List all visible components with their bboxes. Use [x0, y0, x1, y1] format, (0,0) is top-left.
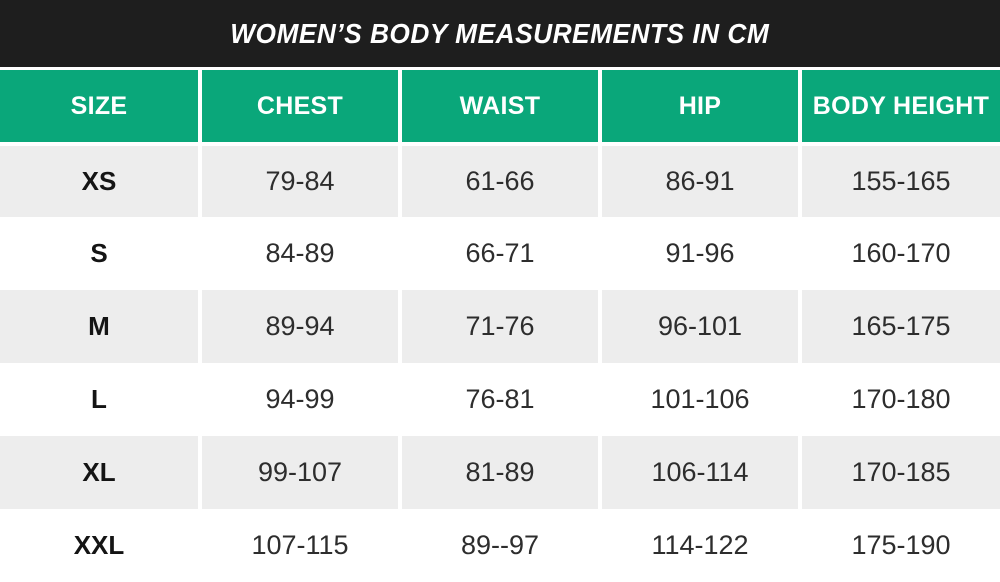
value-cell: 170-180	[851, 384, 951, 414]
value-cell: 94-99	[200, 363, 402, 436]
value-cell: 165-175	[851, 311, 951, 341]
column-header-body-height: BODY HEIGHT	[800, 70, 1000, 146]
table-row: S 84-89 66-71 91-96 160-170	[0, 217, 1000, 290]
column-header-chest: CHEST	[200, 70, 402, 146]
size-cell: XL	[0, 436, 202, 509]
value-cell: 107-115	[200, 509, 402, 582]
table-row: XXL 107-115 89--97 114-122 175-190	[0, 509, 1000, 582]
measurements-table: SIZE CHEST WAIST HIP BODY HEIGHT XS 79-84…	[0, 70, 1000, 582]
header-row: SIZE CHEST WAIST HIP BODY HEIGHT	[0, 70, 1000, 146]
value-cell: 101-106	[600, 363, 802, 436]
table-header: SIZE CHEST WAIST HIP BODY HEIGHT	[0, 70, 1000, 146]
size-cell: XXL	[0, 509, 202, 582]
value-cell: 175-190	[851, 530, 951, 560]
value-cell: 86-91	[600, 144, 802, 217]
table-row: XL 99-107 81-89 106-114 170-185	[0, 436, 1000, 509]
column-header-hip: HIP	[600, 70, 802, 146]
size-cell: L	[0, 363, 202, 436]
value-cell: 71-76	[400, 290, 602, 363]
value-cell: 91-96	[600, 217, 802, 290]
value-cell: 155-165	[851, 166, 951, 196]
table-row: L 94-99 76-81 101-106 170-180	[0, 363, 1000, 436]
table-row: XS 79-84 61-66 86-91 155-165	[0, 144, 1000, 217]
column-header-size: SIZE	[0, 70, 202, 146]
size-cell: S	[0, 217, 202, 290]
size-cell: M	[0, 290, 202, 363]
chart-title: WOMEN’S BODY MEASUREMENTS IN CM	[230, 17, 770, 49]
table-row: M 89-94 71-76 96-101 165-175	[0, 290, 1000, 363]
value-cell: 66-71	[400, 217, 602, 290]
table-body: XS 79-84 61-66 86-91 155-165 S 84-89 66-71 91-96…	[0, 144, 1000, 582]
value-cell: 170-185	[851, 457, 951, 487]
value-cell: 89--97	[400, 509, 602, 582]
value-cell: 160-170	[851, 238, 951, 268]
size-cell: XS	[0, 144, 202, 217]
value-cell: 79-84	[200, 144, 402, 217]
column-header-waist: WAIST	[400, 70, 602, 146]
title-bar: WOMEN’S BODY MEASUREMENTS IN CM	[0, 0, 1000, 70]
value-cell: 81-89	[400, 436, 602, 509]
value-cell: 76-81	[400, 363, 602, 436]
value-cell: 99-107	[200, 436, 402, 509]
value-cell: 96-101	[600, 290, 802, 363]
value-cell: 106-114	[600, 436, 802, 509]
value-cell: 114-122	[600, 509, 802, 582]
value-cell: 84-89	[200, 217, 402, 290]
value-cell: 89-94	[200, 290, 402, 363]
value-cell: 61-66	[400, 144, 602, 217]
